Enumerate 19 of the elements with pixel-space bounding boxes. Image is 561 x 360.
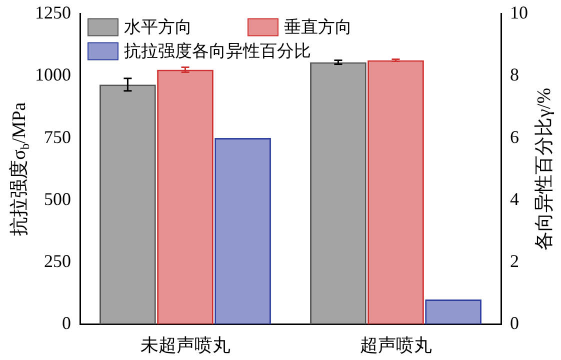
legend-label: 抗拉强度各向异性百分比 [124, 41, 311, 60]
y2-tick-label: 4 [510, 188, 519, 209]
y2-tick-label: 2 [510, 251, 519, 272]
y2-tick-label: 10 [510, 2, 528, 23]
y-tick-label: 1250 [35, 2, 71, 23]
legend-label: 垂直方向 [284, 17, 352, 36]
y-tick-label: 250 [44, 251, 71, 272]
y-tick-label: 500 [44, 188, 71, 209]
y-tick-label: 750 [44, 126, 71, 147]
x-tick-label: 未超声喷丸 [140, 334, 230, 355]
y-tick-label: 0 [62, 313, 71, 334]
legend-label: 水平方向 [124, 17, 192, 36]
y2-tick-label: 6 [510, 126, 519, 147]
x-tick-label: 超声喷丸 [360, 334, 432, 355]
y2-axis-title: 各向异性百分比γ/% [534, 88, 555, 250]
y-axis-title: 抗拉强度σb/MPa [8, 102, 32, 236]
y-tick-label: 1000 [35, 64, 71, 85]
y2-tick-label: 0 [510, 313, 519, 334]
y2-tick-label: 8 [510, 64, 519, 85]
